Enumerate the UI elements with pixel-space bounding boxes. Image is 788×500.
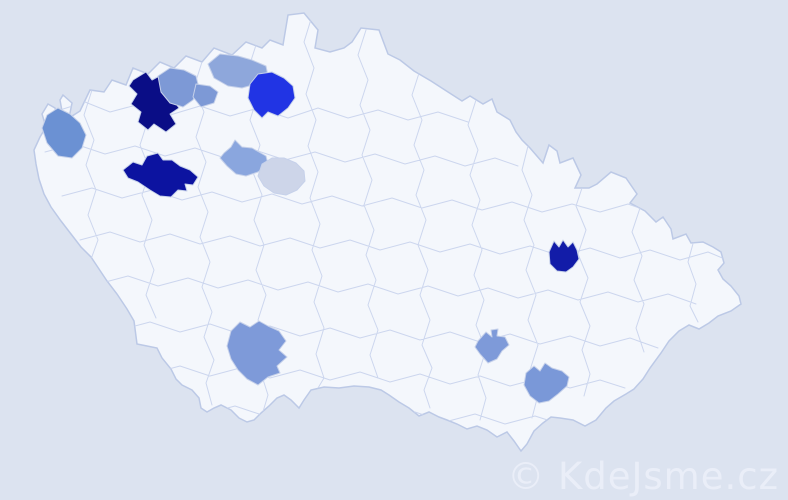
district-south-cornflower	[226, 320, 288, 386]
district-central-west-navy	[122, 152, 199, 198]
kdejsme-watermark: © KdeJsme.cz	[507, 455, 779, 498]
highlighted-districts	[41, 53, 580, 404]
district-southeast-cornflower-small	[474, 328, 510, 364]
district-southeast-cornflower-large	[523, 362, 570, 404]
district-east-navy	[548, 239, 580, 273]
district-central-pale-blue	[257, 157, 306, 196]
country-outline	[33, 12, 742, 453]
district-west-cornflower	[41, 107, 87, 159]
district-north-royal-blue	[247, 71, 296, 119]
district-northwest-cornflower-b	[192, 83, 219, 108]
